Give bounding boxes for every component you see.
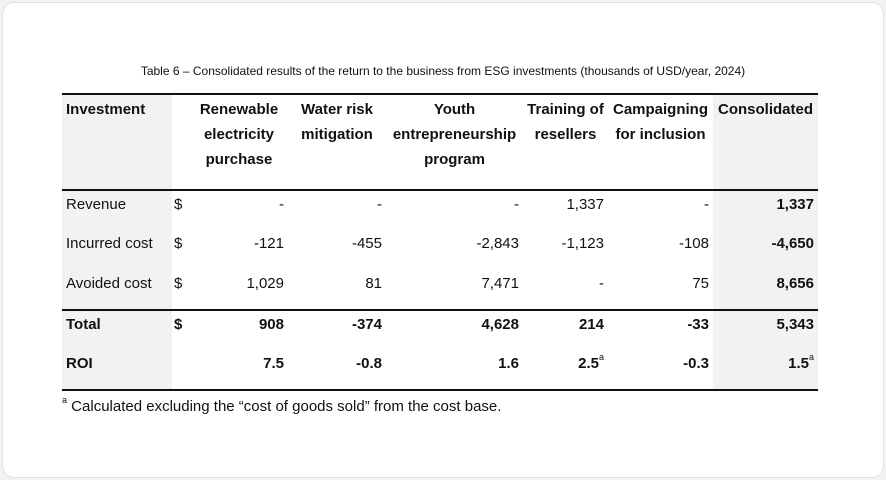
currency-symbol: $ [174, 235, 183, 252]
value-text: -33 [687, 316, 709, 333]
currency-symbol: $ [174, 196, 183, 213]
cell-value: 8,656 [713, 270, 818, 310]
cell-value: - [288, 190, 386, 230]
value-text: - [377, 196, 382, 213]
cell-value: -1,123 [523, 230, 608, 270]
row-label: Avoided cost [62, 270, 172, 310]
cell-value: - [523, 270, 608, 310]
value-text: -374 [351, 316, 382, 333]
value-text: 1.5 [788, 355, 809, 372]
header-row: Investment Renewable electricity purchas… [62, 94, 818, 190]
header-consolidated: Consolidated [713, 94, 818, 190]
table-row: ROI 7.5 -0.8 1.6 2.5a -0.3 1.5a [62, 350, 818, 390]
value-text: - [599, 275, 604, 292]
value-text: - [514, 196, 519, 213]
value-text: 5,343 [776, 316, 814, 333]
table-row: Revenue $ - - - 1,337 - 1,337 [62, 190, 818, 230]
table-row: Incurred cost $ -121 -455 -2,843 -1,123 -108 -4… [62, 230, 818, 270]
value-text: 1,337 [776, 196, 814, 213]
cell-value: - [608, 190, 713, 230]
cell-value: 1.6 [386, 350, 523, 390]
cell-value: 908 [190, 310, 288, 350]
cell-value: 4,628 [386, 310, 523, 350]
currency-symbol: $ [174, 316, 183, 333]
value-text: - [279, 196, 284, 213]
cell-value: -0.3 [608, 350, 713, 390]
table-row: Avoided cost $1,029 81 7,471 - 75 8,656 [62, 270, 818, 310]
value-text: -108 [678, 235, 709, 252]
cell-value: -455 [288, 230, 386, 270]
value-text: 7,471 [481, 275, 519, 292]
cell-value: 1,337 [713, 190, 818, 230]
table-title: Table 6 – Consolidated results of the re… [140, 64, 746, 78]
currency-symbol: $ [174, 275, 183, 292]
cell-value: 75 [608, 270, 713, 310]
cell-value: -374 [288, 310, 386, 350]
value-text: -0.3 [683, 355, 709, 372]
row-label: ROI [62, 350, 172, 390]
table-row: Total $908 -374 4,628 214 -33 5,343 [62, 310, 818, 350]
header-renewable: Renewable electricity purchase [199, 101, 279, 168]
footnote-ref: a [808, 352, 814, 362]
header-currency [172, 94, 190, 190]
cell-value: -2,843 [386, 230, 523, 270]
value-text: 908 [258, 316, 284, 333]
cell-value: 1.5a [713, 350, 818, 390]
value-text: 7.5 [263, 355, 284, 372]
value-text: -455 [351, 235, 382, 252]
cell-value: 2.5a [523, 350, 608, 390]
value-text: -121 [253, 235, 284, 252]
cell-value: -33 [608, 310, 713, 350]
value-text: 1.6 [498, 355, 519, 372]
value-text: - [704, 196, 709, 213]
cell-value: -0.8 [288, 350, 386, 390]
cell-value: - [386, 190, 523, 230]
row-label: Total [62, 310, 172, 350]
cell-value: 81 [288, 270, 386, 310]
value-text: 8,656 [776, 275, 814, 292]
value-text: 81 [365, 275, 382, 292]
value-text: 75 [692, 275, 709, 292]
header-training: Training of resellers [527, 101, 604, 143]
row-label: Revenue [62, 190, 172, 230]
value-text: -2,843 [476, 235, 519, 252]
header-youth: Youth entrepreneurship program [392, 101, 517, 168]
cell-value: - [190, 190, 288, 230]
cell-value: -108 [608, 230, 713, 270]
footnote-ref: a [598, 352, 604, 362]
value-text: 1,029 [246, 275, 284, 292]
cell-value: 7,471 [386, 270, 523, 310]
footnote: a Calculated excluding the “cost of good… [62, 395, 502, 415]
value-text: -4,650 [771, 235, 814, 252]
header-campaigning: Campaigning for inclusion [612, 101, 708, 143]
value-text: 4,628 [481, 316, 519, 333]
footnote-text: Calculated excluding the “cost of goods … [67, 398, 502, 415]
cell-value: 5,343 [713, 310, 818, 350]
row-label: Incurred cost [62, 230, 172, 270]
value-text: -0.8 [356, 355, 382, 372]
value-text: 214 [578, 316, 604, 333]
cell-value: 1,029 [190, 270, 288, 310]
cell-value: -121 [190, 230, 288, 270]
footnote-mark: a [62, 395, 68, 405]
value-text: 2.5 [578, 355, 599, 372]
value-text: 1,337 [566, 196, 604, 213]
header-investment: Investment [62, 94, 172, 190]
esg-results-table: Investment Renewable electricity purchas… [62, 93, 818, 391]
cell-value: 1,337 [523, 190, 608, 230]
cell-value: 214 [523, 310, 608, 350]
cell-value: -4,650 [713, 230, 818, 270]
currency-symbol [172, 350, 190, 390]
cell-value: 7.5 [190, 350, 288, 390]
value-text: -1,123 [561, 235, 604, 252]
header-water: Water risk mitigation [301, 101, 373, 143]
